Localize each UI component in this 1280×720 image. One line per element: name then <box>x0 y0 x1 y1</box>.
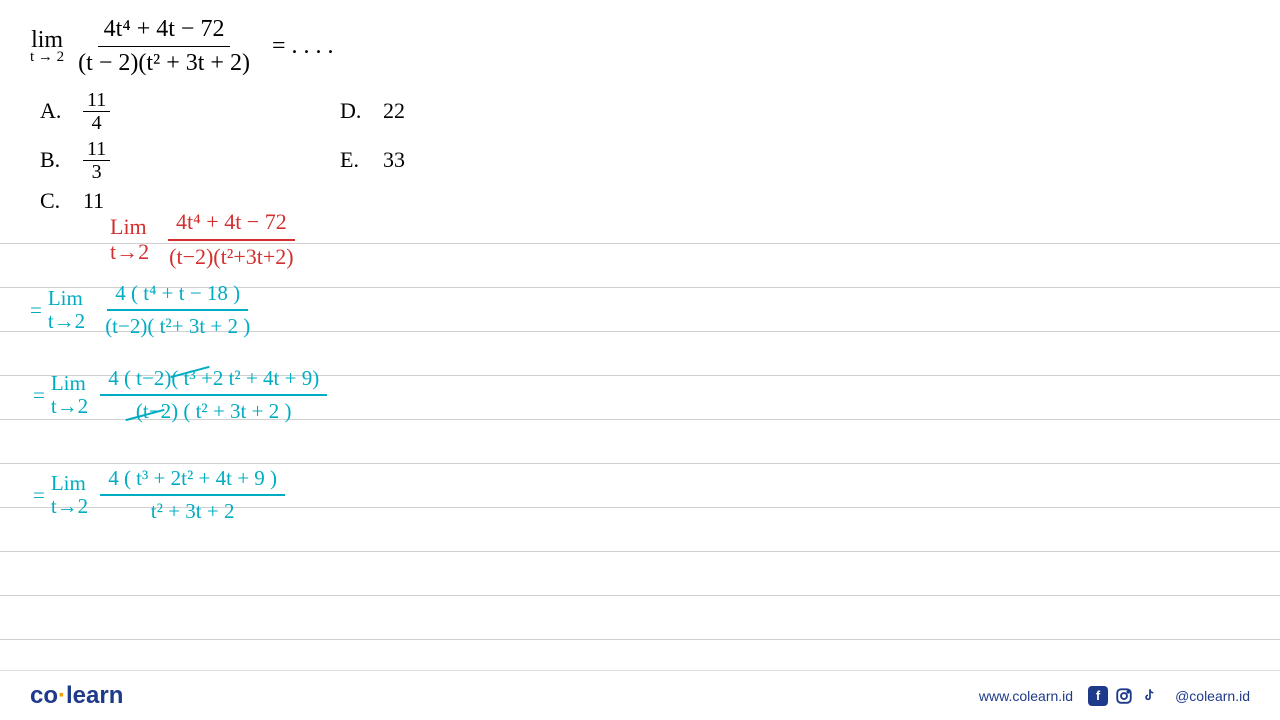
problem-fraction: 4t⁴ + 4t − 72 (t − 2)(t² + 3t + 2) <box>72 15 256 78</box>
hw-lim-word: Lim <box>51 472 86 495</box>
limit-notation: lim t → 2 <box>30 28 64 65</box>
hw-lim-word: Lim <box>51 372 86 395</box>
hw-lim-word: Lim <box>48 287 83 310</box>
answer-choices: A. 11 4 D. 22 B. 11 3 E. 33 C. 11 <box>40 90 1250 214</box>
logo-dot-icon: · <box>58 682 66 709</box>
answer-value: 33 <box>383 147 405 173</box>
answer-d: D. 22 <box>340 90 600 133</box>
hw-lim-sub: t→2 <box>48 310 85 333</box>
hw-numerator: 4 ( t−2)( t³ +2 t² + 4t + 9) <box>100 365 327 396</box>
answer-label: D. <box>340 98 368 124</box>
handwriting-step2: = Lim t→2 4 ( t⁴ + t − 18 ) (t−2)( t²+ 3… <box>30 280 258 341</box>
hw-lim-word: Lim <box>110 215 147 239</box>
answer-e: E. 33 <box>340 139 600 182</box>
facebook-icon: f <box>1088 686 1108 706</box>
logo: co·learn <box>30 682 123 710</box>
problem-numerator: 4t⁴ + 4t − 72 <box>98 15 231 47</box>
hw-equals: = <box>33 383 45 408</box>
hw-lim-sub: t→2 <box>110 240 149 264</box>
logo-co: co <box>30 682 58 709</box>
problem-denominator: (t − 2)(t² + 3t + 2) <box>72 47 256 78</box>
answer-label: B. <box>40 147 68 173</box>
footer-url: www.colearn.id <box>979 688 1073 704</box>
answer-label: E. <box>340 147 368 173</box>
hw-numerator: 4 ( t³ + 2t² + 4t + 9 ) <box>100 465 285 496</box>
hw-lim-sub: t→2 <box>51 395 88 418</box>
hw-equals: = <box>30 298 42 323</box>
hw-denominator: t² + 3t + 2 <box>143 496 243 525</box>
answer-value: 22 <box>383 98 405 124</box>
problem-statement: lim t → 2 4t⁴ + 4t − 72 (t − 2)(t² + 3t … <box>30 15 1250 78</box>
footer-handle: @colearn.id <box>1175 688 1250 704</box>
answer-value: 11 4 <box>83 90 110 133</box>
hw-denominator: (t−2)( t²+ 3t + 2 ) <box>97 311 258 340</box>
equals-dots: = . . . . <box>272 33 334 60</box>
instagram-icon <box>1114 686 1134 706</box>
logo-learn: learn <box>66 682 123 709</box>
hw-equals: = <box>33 483 45 508</box>
hw-numerator: 4 ( t⁴ + t − 18 ) <box>107 280 248 311</box>
answer-value: 11 3 <box>83 139 110 182</box>
hw-denominator: (t−2)(t²+3t+2) <box>161 241 301 272</box>
social-icons: f <box>1088 686 1160 706</box>
hw-lim-sub: t→2 <box>51 495 88 518</box>
handwriting-step3: = Lim t→2 4 ( t−2)( t³ +2 t² + 4t + 9) (… <box>33 365 327 426</box>
tiktok-icon <box>1140 686 1160 706</box>
answer-a: A. 11 4 <box>40 90 300 133</box>
answer-b: B. 11 3 <box>40 139 300 182</box>
handwriting-step1: Lim t→2 4t⁴ + 4t − 72 (t−2)(t²+3t+2) <box>110 208 302 271</box>
handwriting-step4: = Lim t→2 4 ( t³ + 2t² + 4t + 9 ) t² + 3… <box>33 465 285 526</box>
answer-label: A. <box>40 98 68 124</box>
lim-subscript: t → 2 <box>30 50 64 65</box>
hw-numerator: 4t⁴ + 4t − 72 <box>168 208 295 241</box>
footer: co·learn www.colearn.id f @colearn.id <box>0 670 1280 720</box>
